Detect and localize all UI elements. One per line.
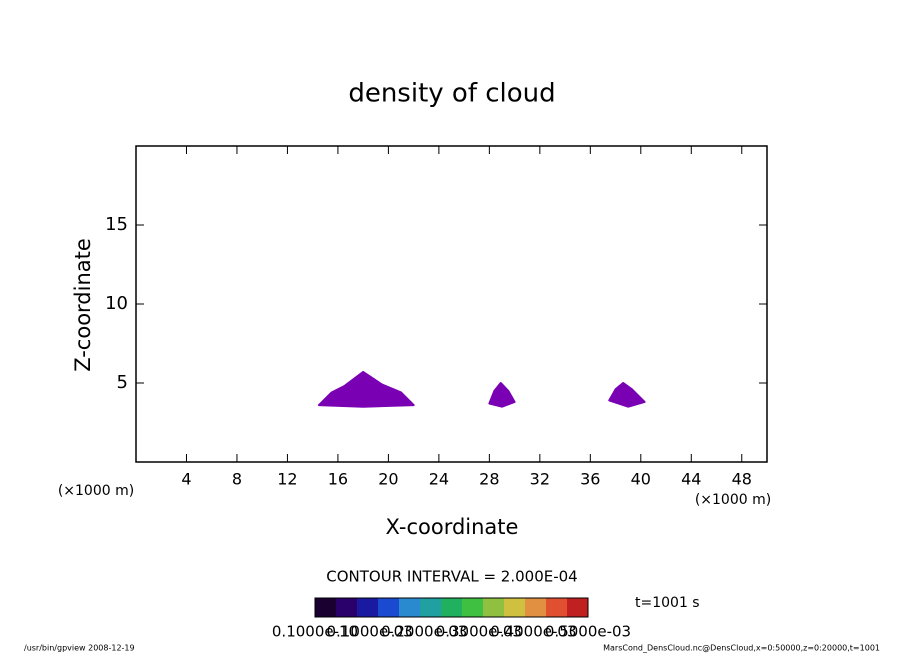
x-tick-label: 40	[631, 470, 651, 489]
x-tick-label: 4	[181, 470, 191, 489]
colorbar-cell	[420, 598, 442, 617]
cloud-region	[488, 382, 516, 408]
y-axis-label: Z-coordinate	[71, 238, 95, 372]
x-tick-label: 12	[277, 470, 297, 489]
colorbar-cell	[483, 598, 505, 617]
colorbar-cell	[546, 598, 568, 617]
x-tick-label: 36	[580, 470, 600, 489]
colorbar-cell	[336, 598, 358, 617]
x-tick-label: 48	[732, 470, 752, 489]
colorbar-label: 0.3000e-03	[436, 623, 522, 641]
colorbar-cell	[567, 598, 589, 617]
colorbar-label: 0.5000e-03	[545, 623, 631, 641]
x-tick-label: 32	[530, 470, 550, 489]
footer-right: MarsCond_DensCloud.nc@DensCloud,x=0:5000…	[603, 644, 880, 653]
x-tick-label: 16	[328, 470, 348, 489]
x-tick-label: 44	[681, 470, 701, 489]
contour-interval: CONTOUR INTERVAL = 2.000E-04	[326, 568, 577, 586]
x-unit: (×1000 m)	[695, 492, 771, 508]
footer-left: /usr/bin/gpview 2008-12-19	[24, 644, 135, 653]
colorbar-cell	[378, 598, 400, 617]
time-label: t=1001 s	[635, 595, 700, 611]
colorbar-label: 0.2000e-03	[381, 623, 467, 641]
colorbar-frame	[314, 597, 589, 618]
x-tick-label: 20	[378, 470, 398, 489]
colorbar-cell	[441, 598, 463, 617]
y-tick-label: 15	[105, 214, 128, 235]
chart-title: density of cloud	[348, 79, 555, 109]
colorbar-label: 0.4000e-03	[490, 623, 576, 641]
y-unit: (×1000 m)	[58, 483, 134, 499]
colorbar-label: 0.1000e-10	[272, 623, 358, 641]
y-tick-label: 10	[105, 293, 128, 314]
colorbar-cell	[462, 598, 484, 617]
colorbar-label: 0.1000e-03	[326, 623, 412, 641]
x-axis-label: X-coordinate	[386, 515, 519, 539]
x-tick-label: 24	[429, 470, 449, 489]
y-tick-label: 5	[117, 372, 128, 393]
cloud-region	[608, 382, 646, 408]
colorbar-cell	[399, 598, 421, 617]
colorbar-cell	[315, 598, 337, 617]
colorbar-cell	[525, 598, 547, 617]
x-tick-label: 8	[232, 470, 242, 489]
colorbar-cell	[357, 598, 379, 617]
x-tick-label: 28	[479, 470, 499, 489]
cloud-region	[317, 370, 415, 408]
plot-frame	[135, 145, 768, 463]
colorbar-cell	[504, 598, 526, 617]
